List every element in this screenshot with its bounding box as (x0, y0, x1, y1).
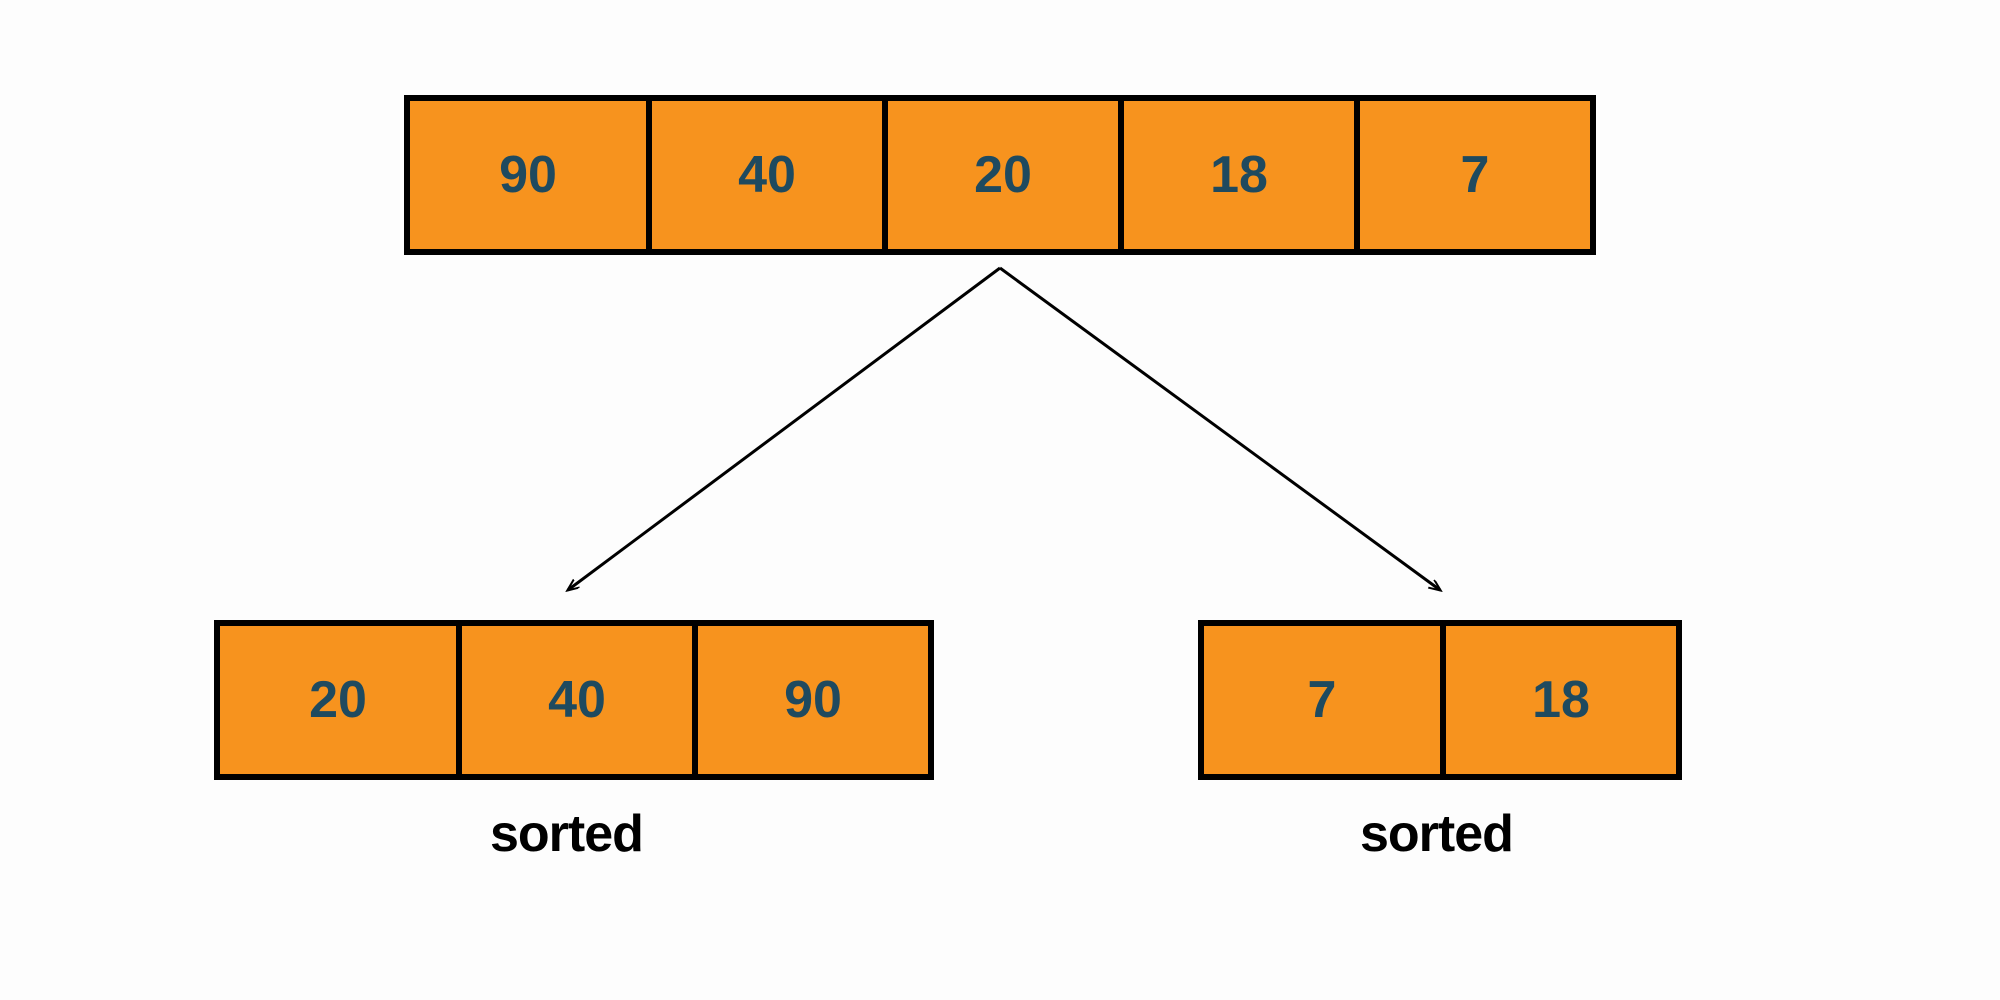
array-cell: 90 (692, 626, 928, 774)
array-cell: 40 (456, 626, 692, 774)
label-sorted-right: sorted (1360, 804, 1513, 864)
array-right: 7 18 (1198, 620, 1682, 780)
array-cell: 20 (220, 626, 456, 774)
diagram-canvas: 90 40 20 18 7 20 40 90 sorted 7 18 sorte… (0, 0, 2000, 1000)
array-cell: 7 (1204, 626, 1440, 774)
array-left: 20 40 90 (214, 620, 934, 780)
label-sorted-left: sorted (490, 804, 643, 864)
array-cell: 20 (882, 101, 1118, 249)
array-cell: 18 (1440, 626, 1676, 774)
array-top: 90 40 20 18 7 (404, 95, 1596, 255)
array-cell: 18 (1118, 101, 1354, 249)
array-cell: 7 (1354, 101, 1590, 249)
array-cell: 90 (410, 101, 646, 249)
array-cell: 40 (646, 101, 882, 249)
